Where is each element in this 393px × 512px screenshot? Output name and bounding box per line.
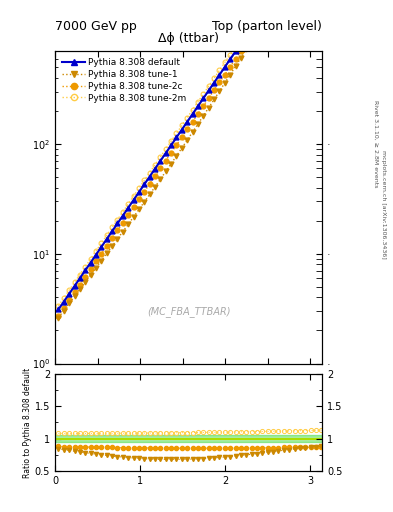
Text: Δϕ (ttbar): Δϕ (ttbar) xyxy=(158,32,219,45)
Text: Top (parton level): Top (parton level) xyxy=(212,20,322,33)
Text: (MC_FBA_TTBAR): (MC_FBA_TTBAR) xyxy=(147,306,230,316)
Text: mcplots.cern.ch [arXiv:1306.3436]: mcplots.cern.ch [arXiv:1306.3436] xyxy=(381,151,386,259)
Bar xyxy=(55,435,322,442)
Text: Rivet 3.1.10, ≥ 2.8M events: Rivet 3.1.10, ≥ 2.8M events xyxy=(373,100,378,187)
Legend: Pythia 8.308 default, Pythia 8.308 tune-1, Pythia 8.308 tune-2c, Pythia 8.308 tu: Pythia 8.308 default, Pythia 8.308 tune-… xyxy=(59,56,189,105)
Text: 7000 GeV pp: 7000 GeV pp xyxy=(55,20,137,33)
Y-axis label: Ratio to Pythia 8.308 default: Ratio to Pythia 8.308 default xyxy=(23,367,32,478)
